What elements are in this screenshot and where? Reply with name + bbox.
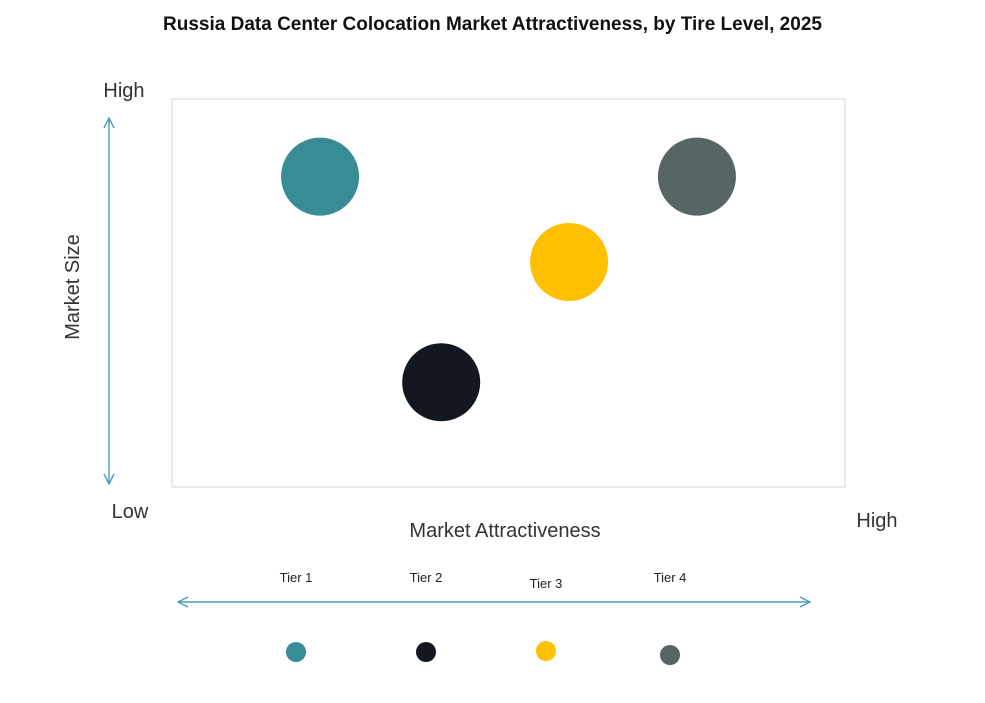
bubble-tier-3 [530,222,609,301]
bubble-tier-2 [402,343,481,422]
y-axis-title: Market Size [62,234,84,340]
bubble-tier-1 [281,137,360,216]
legend-dot-tier-4 [660,645,680,665]
legend-dot-tier-2 [416,642,436,662]
legend-label-tier-1: Tier 1 [280,570,313,585]
plot-area [171,98,846,488]
chart-title: Russia Data Center Colocation Market Att… [163,14,822,35]
legend-label-tier-4: Tier 4 [654,570,687,585]
legend-dot-tier-3 [536,641,556,661]
legend-dot-tier-1 [286,642,306,662]
legend-label-tier-2: Tier 2 [410,570,443,585]
bubble-group [281,137,736,422]
x-axis-high-label: High [856,510,897,532]
x-axis-low-label: Low [112,501,149,523]
x-axis-title: Market Attractiveness [409,520,600,542]
bubble-tier-4 [657,137,736,216]
legend: Tier 1 Tier 2 Tier 3 Tier 4 [280,570,687,665]
legend-label-tier-3: Tier 3 [530,576,563,591]
y-axis-high-label: High [103,80,144,102]
